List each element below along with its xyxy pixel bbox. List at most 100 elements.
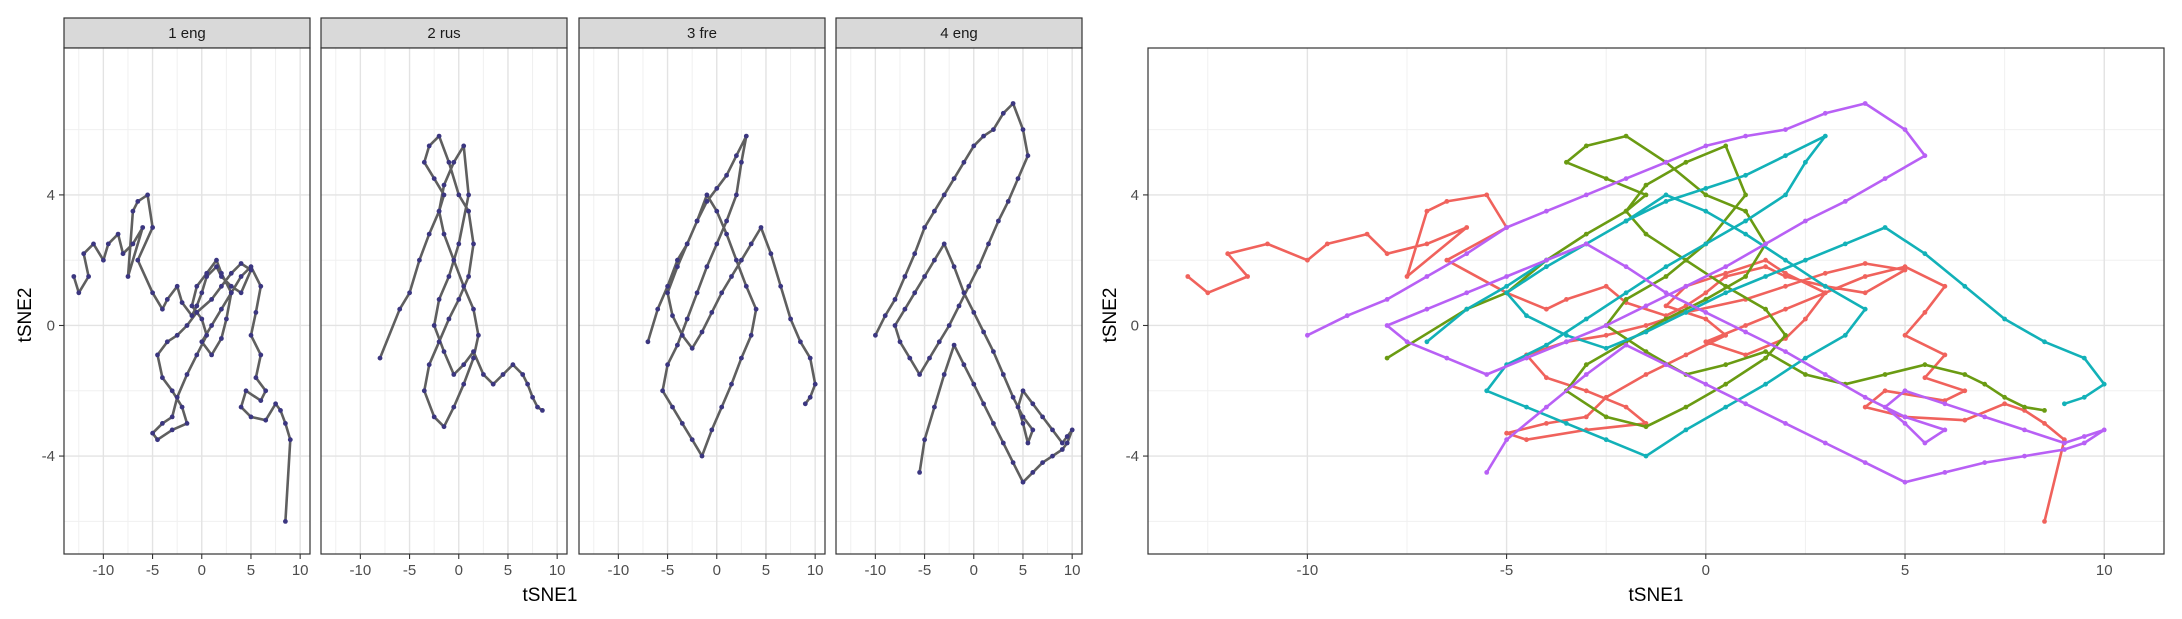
data-point: [1025, 153, 1031, 159]
data-point: [1603, 332, 1609, 338]
data-point: [2022, 427, 2027, 433]
data-point: [2002, 394, 2007, 400]
data-point: [724, 231, 729, 237]
facet-y-axis-title: tSNE2: [15, 288, 36, 343]
data-point: [1723, 143, 1729, 149]
data-point: [471, 306, 476, 312]
data-point: [665, 290, 670, 296]
data-point: [1030, 401, 1036, 407]
data-point: [1643, 192, 1649, 198]
data-point: [490, 381, 496, 387]
data-point: [917, 372, 922, 377]
data-point: [807, 355, 813, 361]
data-point: [1862, 306, 1868, 312]
data-point: [1743, 329, 1748, 335]
data-point: [105, 241, 111, 247]
data-point: [71, 274, 77, 279]
data-point: [461, 381, 467, 387]
data-point: [150, 430, 156, 436]
data-point: [1803, 372, 1808, 377]
x-tick-label: -10: [865, 562, 887, 579]
data-point: [1862, 274, 1868, 279]
data-point: [1424, 274, 1430, 279]
data-point: [1544, 306, 1549, 312]
data-point: [263, 388, 269, 394]
data-point: [160, 306, 165, 312]
data-point: [1564, 159, 1569, 165]
data-point: [932, 208, 937, 214]
data-point: [525, 381, 530, 387]
data-point: [441, 424, 447, 430]
data-point: [807, 394, 813, 400]
x-tick-label: -5: [1500, 562, 1513, 579]
data-point: [76, 290, 82, 296]
data-point: [1384, 297, 1390, 302]
x-tick-label: -10: [1297, 562, 1319, 579]
data-point: [1000, 372, 1006, 377]
data-point: [209, 352, 215, 358]
data-point: [471, 349, 476, 354]
data-point: [873, 332, 878, 338]
data-point: [1020, 414, 1026, 420]
facet-panel-4: 4 eng -10 -5 0 5 10: [835, 17, 1083, 579]
y-tick-label: 4: [47, 187, 55, 204]
data-point: [1030, 470, 1036, 475]
data-point: [174, 332, 180, 338]
data-point: [209, 323, 215, 328]
data-point: [1763, 241, 1768, 247]
x-tick-label: 5: [504, 562, 512, 579]
data-point: [798, 339, 803, 345]
y-tick-label: -4: [1126, 448, 1139, 465]
series-line-1: [646, 134, 817, 458]
data-point: [86, 274, 91, 279]
data-point: [456, 241, 462, 247]
data-point: [1464, 306, 1470, 312]
data-point: [1822, 283, 1828, 289]
data-point: [278, 408, 283, 413]
data-point: [1050, 427, 1055, 433]
data-point: [228, 290, 234, 296]
data-point: [446, 274, 452, 279]
data-point: [471, 241, 476, 247]
data-point: [1005, 199, 1011, 204]
data-point: [1623, 290, 1629, 296]
data-point: [1623, 404, 1629, 410]
data-point: [1544, 421, 1549, 426]
data-point: [421, 388, 427, 394]
data-point: [734, 153, 739, 159]
x-tick-label: 5: [1019, 562, 1027, 579]
data-point: [1583, 241, 1589, 247]
data-point: [145, 192, 151, 198]
series-line-4: [1306, 102, 2106, 484]
data-point: [1763, 264, 1768, 270]
data-point: [466, 208, 471, 214]
data-point: [451, 372, 457, 377]
data-point: [704, 199, 710, 204]
x-tick-label: 0: [970, 562, 978, 579]
data-point: [219, 306, 224, 312]
data-point: [2002, 316, 2007, 322]
data-point: [1663, 199, 1669, 204]
data-point: [140, 225, 146, 230]
data-point: [1245, 274, 1250, 279]
data-point: [1623, 342, 1629, 348]
data-point: [2081, 434, 2087, 439]
data-point: [1743, 172, 1748, 178]
data-point: [451, 257, 457, 263]
data-point: [150, 290, 156, 296]
data-point: [1703, 316, 1709, 322]
data-point: [1603, 345, 1609, 351]
data-point: [936, 339, 942, 345]
data-point: [209, 297, 215, 302]
data-point: [1902, 414, 1908, 420]
data-point: [160, 375, 165, 381]
data-point: [1205, 290, 1211, 296]
panel-border: [1147, 47, 2165, 555]
data-point: [991, 421, 996, 426]
overlay-panel: -10 -5 0 5 10 -4 0 4: [1126, 47, 2165, 579]
data-point: [120, 251, 126, 257]
data-point: [283, 519, 288, 524]
data-point: [1603, 176, 1609, 182]
data-point: [1703, 192, 1709, 198]
data-point: [665, 362, 670, 368]
